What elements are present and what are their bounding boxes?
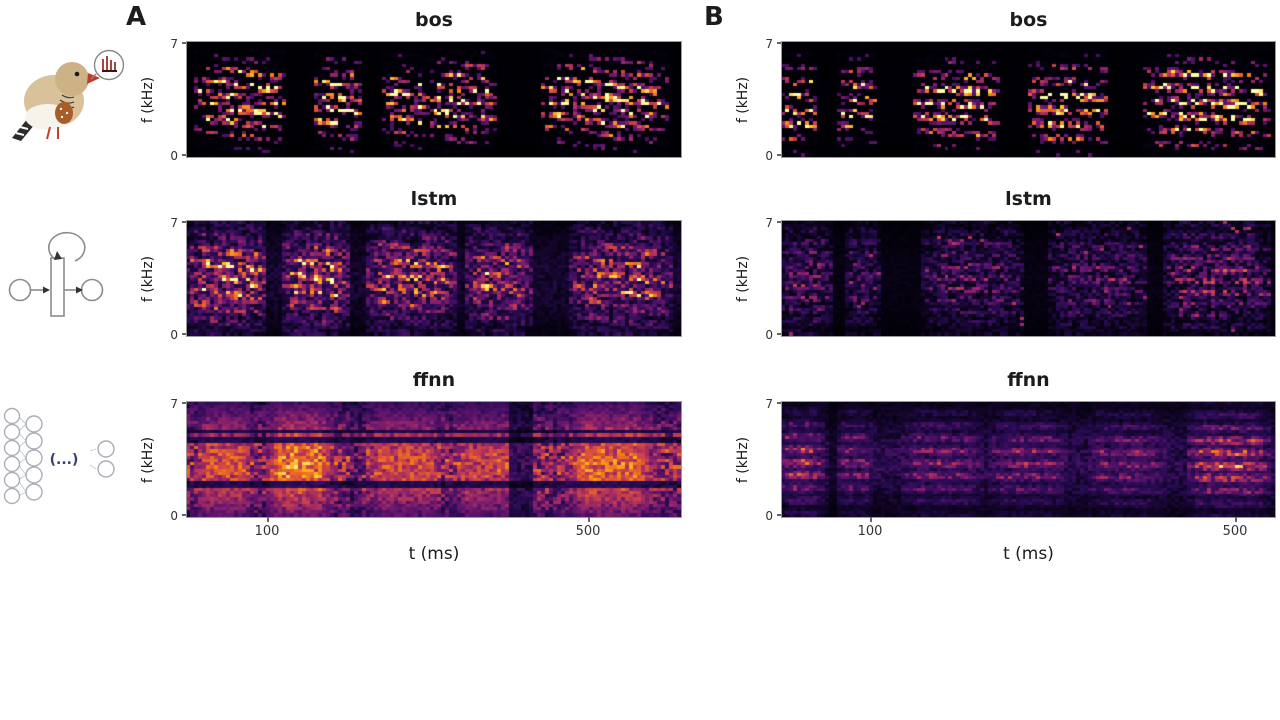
ffnn-ellipsis-label: (...) xyxy=(50,452,79,468)
spectrogram-a-bos xyxy=(186,41,682,158)
xtick-500: 500 xyxy=(575,524,601,539)
spectrogram-b-bos xyxy=(781,41,1276,158)
bubble-spectrogram xyxy=(102,56,116,72)
panel-a-ffnn: ffnn 7 0 f (kHz) 100 500 t (ms) xyxy=(140,369,682,564)
ytick-7: 7 xyxy=(765,216,773,230)
y-axis-label: f (kHz) xyxy=(734,255,751,302)
plot-title-bos: bos xyxy=(1009,9,1048,31)
ytick-7: 7 xyxy=(170,37,178,51)
lstm-output-node xyxy=(80,278,104,302)
ytick-0: 0 xyxy=(170,328,178,342)
spectrogram-b-lstm xyxy=(781,220,1276,337)
bird-flank-patch xyxy=(55,102,73,124)
y-axis-label: f (kHz) xyxy=(734,436,751,483)
ytick-7: 7 xyxy=(765,397,773,411)
plot-title-lstm: lstm xyxy=(410,188,458,210)
xtick-100: 100 xyxy=(254,524,280,539)
spectrogram-a-lstm xyxy=(186,220,682,337)
panel-a-bos: bos 7 0 f (kHz) xyxy=(140,9,682,162)
ffnn-network-icon: (...) xyxy=(3,407,115,505)
panel-a-lstm: lstm 7 0 f (kHz) xyxy=(140,188,682,341)
xtick-100: 100 xyxy=(857,524,883,539)
lstm-network-icon xyxy=(8,231,104,317)
panel-label-a: A xyxy=(126,2,147,32)
lstm-cell xyxy=(50,257,65,317)
ytick-0: 0 xyxy=(170,509,178,523)
plot-title-ffnn: ffnn xyxy=(1007,369,1050,391)
zebra-finch-icon xyxy=(12,49,125,141)
y-axis-label: f (kHz) xyxy=(139,255,156,302)
panel-label-b: B xyxy=(704,2,724,32)
ytick-0: 0 xyxy=(765,149,773,163)
ytick-0: 0 xyxy=(765,328,773,342)
panel-b-bos: bos 7 0 f (kHz) xyxy=(735,9,1276,162)
x-axis-label: t (ms) xyxy=(1003,544,1054,564)
ytick-0: 0 xyxy=(765,509,773,523)
plot-title-bos: bos xyxy=(415,9,453,31)
song-bubble xyxy=(93,49,125,81)
ytick-7: 7 xyxy=(765,37,773,51)
xtick-500: 500 xyxy=(1222,524,1248,539)
y-axis-label: f (kHz) xyxy=(139,436,156,483)
plot-title-lstm: lstm xyxy=(1005,188,1052,210)
spectrogram-b-ffnn xyxy=(781,401,1276,518)
bird-head xyxy=(55,62,89,96)
ytick-7: 7 xyxy=(170,397,178,411)
x-axis-label: t (ms) xyxy=(408,544,460,564)
panel-b-ffnn: ffnn 7 0 f (kHz) 100 500 t (ms) xyxy=(735,369,1276,564)
spectrogram-a-ffnn xyxy=(186,401,682,518)
panel-b-lstm: lstm 7 0 f (kHz) xyxy=(735,188,1276,341)
y-axis-label: f (kHz) xyxy=(734,76,751,123)
bird-beak xyxy=(87,73,100,84)
bird-eye xyxy=(74,71,80,77)
plot-title-ffnn: ffnn xyxy=(412,369,456,391)
lstm-input-node xyxy=(8,278,32,302)
lstm-recurrent-loop xyxy=(48,231,86,262)
y-axis-label: f (kHz) xyxy=(139,76,156,123)
ytick-0: 0 xyxy=(170,149,178,163)
bird-legs xyxy=(46,126,59,140)
ytick-7: 7 xyxy=(170,216,178,230)
